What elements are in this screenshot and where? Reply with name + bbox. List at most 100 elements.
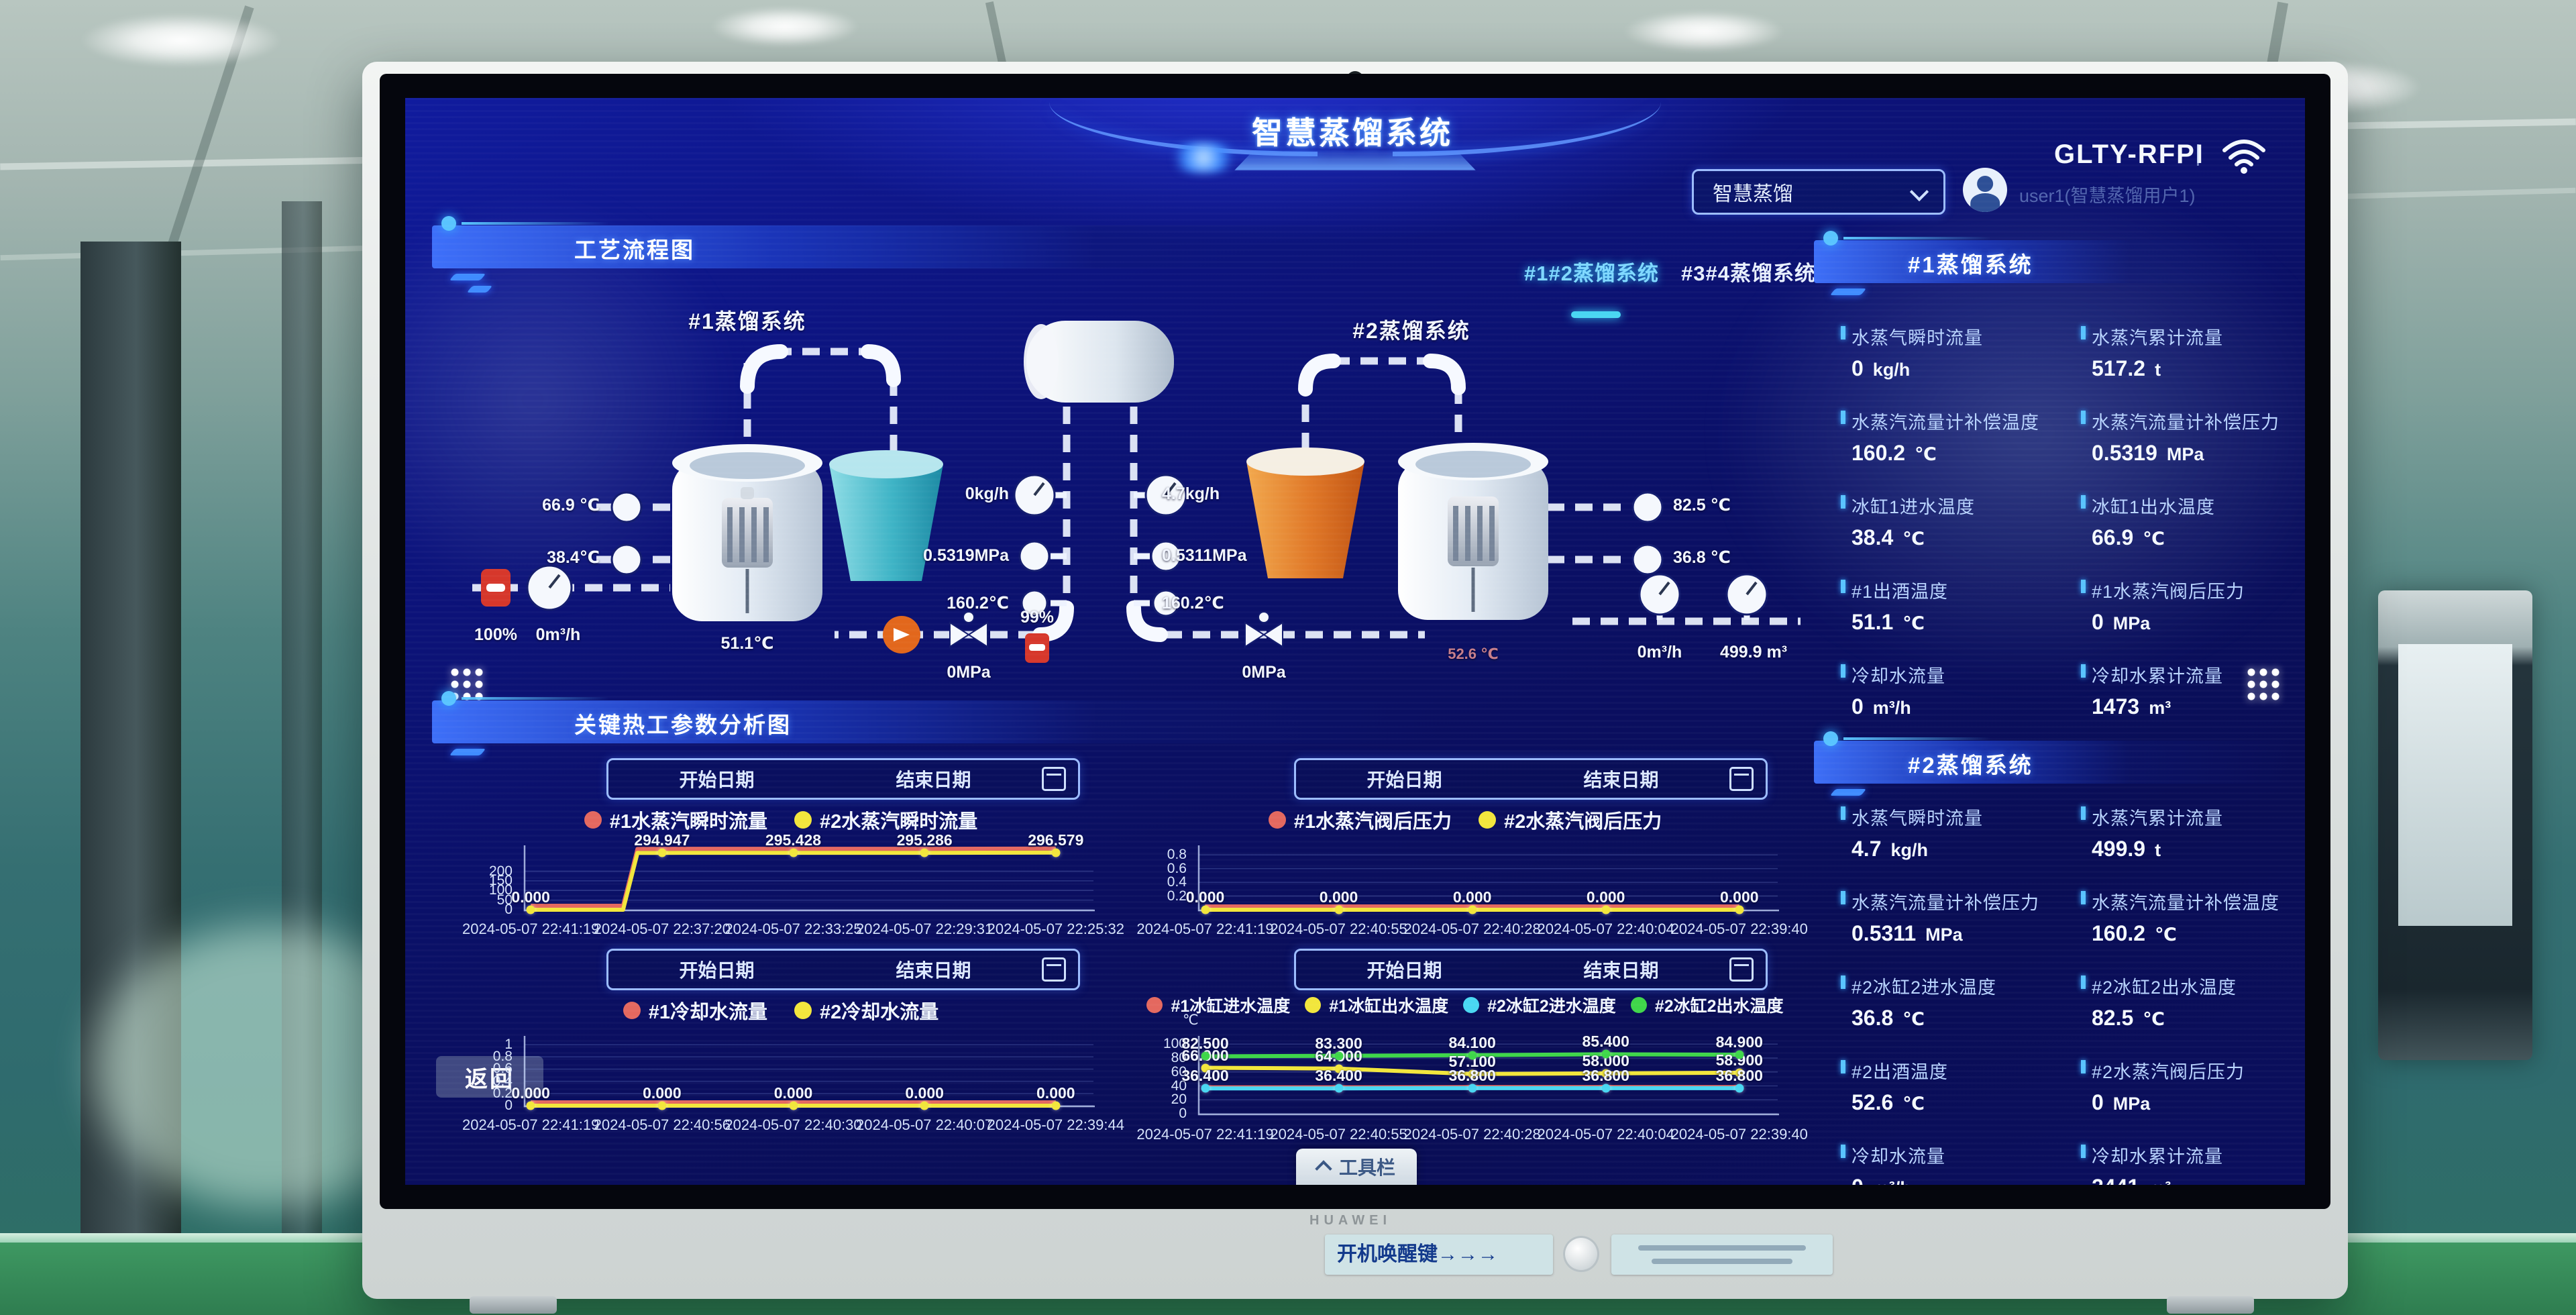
y-tick-label: 0.4 [1167, 874, 1187, 890]
data-label: 295.286 [896, 831, 953, 849]
data-point [1468, 1084, 1477, 1093]
data-point [1468, 1051, 1477, 1060]
end-date-field[interactable]: 结束日期 [896, 960, 971, 981]
network-name: GLTY-RFPI [2054, 140, 2204, 169]
flow-value: 0kg/h [965, 484, 1009, 503]
stat-item: 水蒸汽流量计补偿温度 160.2 ℃ [2081, 888, 2292, 946]
data-point [1201, 1063, 1210, 1073]
stat-item: #2冰缸2出水温度 82.5 ℃ [2081, 973, 2292, 1031]
system-select[interactable]: 智慧蒸馏 [1692, 169, 1945, 215]
data-point [1735, 1050, 1744, 1059]
end-date-field[interactable]: 结束日期 [1583, 960, 1659, 981]
chart-x-labels: 2024-05-07 22:41:19 2024-05-07 22:40:55 20… [1136, 1126, 1808, 1146]
stat-value-number: 160.2 [1851, 441, 1906, 465]
legend-item: #2水蒸汽阀后压力 [1479, 806, 1662, 834]
chart-legend: #1水蒸汽阀后压力 #2水蒸汽阀后压力 [1130, 806, 1801, 833]
date-range-picker[interactable]: 开始日期 结束日期 [606, 949, 1080, 990]
chart-plot: 0 50 100 150 200 0.000 294.947 295.428 295.286 29… [489, 831, 1096, 917]
stat-tick-icon [2081, 411, 2086, 424]
stat-unit: MPa [1925, 925, 1963, 945]
power-button[interactable] [1563, 1236, 1599, 1272]
legend-label: #1水蒸汽阀后压力 [1293, 811, 1452, 833]
back-button[interactable]: 返回 [436, 1056, 543, 1098]
legend-label: #1冰缸进水温度 [1171, 997, 1291, 1016]
shutoff-valve [949, 611, 1283, 648]
legend-dot-icon [794, 1002, 812, 1019]
stat-value: 0.5319 MPa [2092, 441, 2292, 466]
y-tick-label: 100 [488, 882, 513, 898]
legend-dot-icon [1463, 997, 1480, 1013]
calendar-icon[interactable] [1729, 767, 1754, 791]
stat-tick-icon [2081, 664, 2086, 678]
stat-label: 水蒸气瞬时流量 [1851, 808, 1983, 829]
calendar-icon[interactable] [1042, 767, 1066, 791]
stat-value: 0.5311 MPa [1851, 921, 2076, 946]
header-slash-decoration [466, 286, 493, 293]
info-sticker [1611, 1234, 1833, 1275]
stat-value-number: 1473 [2092, 694, 2140, 719]
legend-label: #2冰缸2进水温度 [1487, 997, 1616, 1016]
stat-value: 2441 m³ [2092, 1175, 2292, 1185]
start-date-field[interactable]: 开始日期 [1366, 960, 1442, 981]
stat-value-number: 0 [1851, 356, 1864, 380]
stat-unit: ℃ [1902, 613, 1925, 633]
condenser-tank-blue [829, 450, 943, 581]
stat-tick-icon [2081, 326, 2086, 339]
data-point [1051, 848, 1061, 857]
data-label: 0.000 [1185, 888, 1225, 906]
stat-item: 水蒸气瞬时流量 0 kg/h [1841, 323, 2076, 381]
stat-value-number: 0.5319 [2092, 441, 2157, 465]
stat-unit: ℃ [1902, 1009, 1925, 1029]
smartboard-device: 智慧蒸馏系统 智慧蒸馏 user1(智慧蒸馏用户1) GLTY-RFPI | 工… [362, 62, 2348, 1299]
legend-item: #1冰缸出水温度 [1305, 993, 1448, 1017]
stat-label: 冷却水累计流量 [2092, 1147, 2223, 1167]
calendar-icon[interactable] [1729, 957, 1754, 982]
ceiling-light [1623, 11, 1784, 52]
stat-label: 水蒸汽累计流量 [2092, 328, 2223, 348]
x-tick-label: 2024-05-07 22:41:19 [462, 1116, 600, 1133]
stat-value-number: 4.7 [1851, 837, 1882, 861]
data-label: 36.800 [1582, 1066, 1629, 1084]
date-range-picker[interactable]: 开始日期 结束日期 [606, 758, 1080, 800]
header-glow [1163, 142, 1244, 173]
start-date-field[interactable]: 开始日期 [1366, 770, 1442, 790]
stat-item: 冷却水累计流量 1473 m³ [2081, 662, 2292, 719]
flow-value: 38.4℃ [547, 548, 600, 567]
x-tick-label: 2024-05-07 22:39:40 [1670, 920, 1808, 937]
legend-item: #2冰缸2进水温度 [1463, 993, 1616, 1017]
start-date-field[interactable]: 开始日期 [679, 770, 755, 790]
tab-system-1-2[interactable]: #1#2蒸馏系统 [1524, 262, 1659, 285]
legend-item: #2冰缸2出水温度 [1630, 993, 1784, 1017]
data-label: 0.000 [1586, 888, 1625, 906]
stat-value: 160.2 ℃ [2092, 921, 2292, 946]
legend-dot-icon [1146, 997, 1163, 1013]
toolbar-button[interactable]: 工具栏 [1296, 1149, 1417, 1185]
brand-logo: HUAWEI [1309, 1213, 1391, 1228]
stat-item: 水蒸汽流量计补偿温度 160.2 ℃ [1841, 408, 2076, 466]
end-date-field[interactable]: 结束日期 [896, 770, 971, 790]
x-tick-label: 2024-05-07 22:39:40 [1670, 1126, 1808, 1143]
grid-menu-icon[interactable] [2245, 666, 2279, 700]
user-label: user1(智慧蒸馏用户1) [2019, 186, 2196, 206]
stat-unit: ℃ [2143, 529, 2165, 549]
stat-value-number: 38.4 [1851, 525, 1894, 549]
date-range-picker[interactable]: 开始日期 结束日期 [1294, 949, 1768, 990]
stat-label: 水蒸汽流量计补偿压力 [1851, 893, 2039, 913]
stat-label: #2水蒸汽阀后压力 [2092, 1062, 2245, 1082]
calendar-icon[interactable] [1042, 957, 1066, 982]
legend-label: #2水蒸汽瞬时流量 [820, 811, 978, 833]
y-tick-label: 200 [488, 863, 513, 879]
y-tick-label: 0.2 [492, 1085, 513, 1101]
tab-system-3-4[interactable]: #3#4蒸馏系统 [1681, 262, 1816, 285]
data-label: 36.400 [1315, 1067, 1362, 1085]
date-range-picker[interactable]: 开始日期 结束日期 [1294, 758, 1768, 800]
stat-unit: ℃ [1902, 1094, 1925, 1114]
x-tick-label: 2024-05-07 22:40:28 [1403, 1126, 1541, 1143]
stat-item: #2水蒸汽阀后压力 0 MPa [2081, 1057, 2292, 1115]
data-point [920, 848, 929, 857]
end-date-field[interactable]: 结束日期 [1583, 770, 1659, 790]
avatar[interactable] [1963, 168, 2007, 212]
stat-label: 冷却水流量 [1851, 1147, 1945, 1167]
start-date-field[interactable]: 开始日期 [679, 960, 755, 981]
